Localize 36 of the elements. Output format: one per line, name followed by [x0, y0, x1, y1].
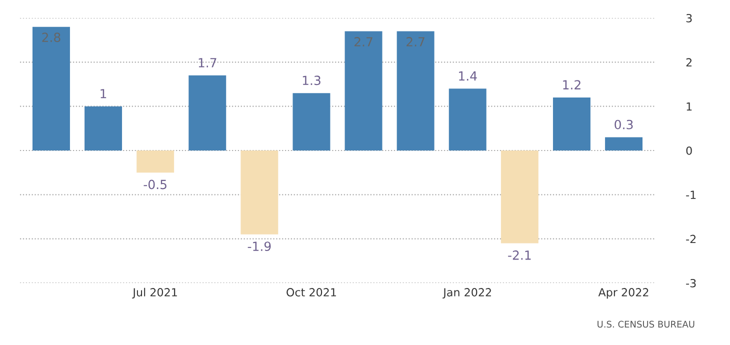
y-tick-label: 2 [686, 58, 692, 66]
bar [500, 150, 538, 244]
data-label: 2.7 [354, 37, 372, 46]
data-label: -0.5 [144, 180, 166, 190]
y-tick-label: -3 [686, 278, 696, 288]
bar [188, 75, 226, 150]
bar [32, 26, 70, 150]
y-tick-label: 1 [686, 102, 692, 111]
bar [448, 88, 486, 150]
y-tick-label: -1 [686, 190, 696, 199]
data-label: 1.7 [198, 58, 216, 68]
y-tick-label: -2 [686, 234, 696, 244]
data-label: -1.9 [248, 242, 271, 252]
x-tick-label: Jul 2021 [132, 288, 177, 299]
bar [552, 98, 590, 150]
data-label: 1.2 [563, 80, 580, 90]
x-tick-label: Oct 2021 [286, 288, 336, 296]
data-label: 2.7 [406, 37, 424, 46]
y-tick-label: 3 [686, 14, 692, 22]
data-label: -2.1 [508, 250, 531, 260]
bar [605, 137, 643, 150]
data-label: 1.4 [459, 71, 477, 81]
y-tick-label: 0 [686, 146, 692, 155]
text: U.S. CENSUS BUREAU [598, 320, 694, 328]
x-tick-label: Jan 2022 [442, 288, 491, 299]
x-tick-label: Apr 2022 [598, 288, 648, 299]
data-label: 1.3 [302, 76, 320, 86]
bar [344, 31, 382, 150]
data-label: 1 [100, 89, 106, 98]
bar [84, 106, 122, 150]
bar [136, 150, 174, 173]
data-label: 2.8 [42, 32, 60, 42]
bar [396, 31, 434, 150]
bar [240, 150, 278, 234]
bar [292, 93, 330, 150]
data-label: 0.3 [614, 120, 633, 130]
